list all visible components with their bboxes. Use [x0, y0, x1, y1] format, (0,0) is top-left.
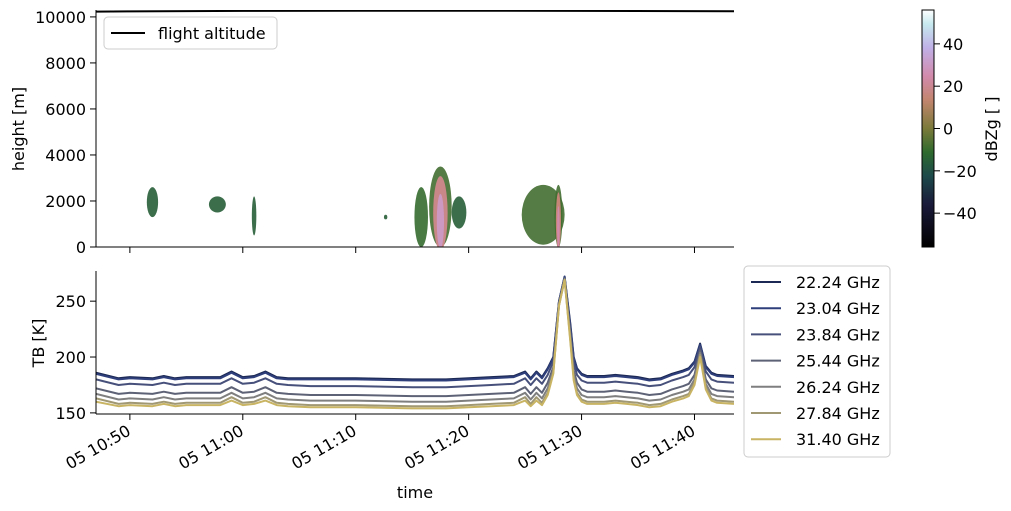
colorbar: −40 −20 0 20 40 dBZg [ ]	[921, 9, 1001, 248]
top-y-tick-label: 8000	[45, 54, 86, 73]
legend-entry: 23.04 GHz	[796, 299, 880, 318]
tb-series-line	[96, 277, 734, 398]
radar-echo	[383, 214, 388, 220]
tb-series-line	[96, 275, 734, 381]
bottom-x-ticks: 05 10:50 05 11:00 05 11:10 05 11:20 05 11:30…	[62, 414, 698, 473]
top-x-ticks	[129, 247, 695, 253]
tb-series-line	[96, 276, 734, 389]
tb-series-line	[96, 278, 734, 410]
bottom-y-tick-label: 250	[55, 292, 86, 311]
bottom-x-axis-label: time	[397, 483, 433, 502]
top-y-ticks: 0 2000 4000 6000 8000 10000	[35, 8, 96, 257]
bottom-y-tick-label: 200	[55, 348, 86, 367]
legend-entry: 25.44 GHz	[796, 352, 880, 371]
bottom-x-tick-label: 05 11:30	[514, 421, 585, 473]
bottom-x-tick-label: 05 10:50	[62, 421, 133, 473]
radar-echo-core	[436, 193, 445, 247]
colorbar-label: dBZg [ ]	[982, 97, 1001, 162]
colorbar-tick-label: 0	[943, 120, 953, 139]
top-y-tick-label: 10000	[35, 8, 86, 27]
bottom-panel: 150 200 250 05 10:50 05 11:00 05 11:10 05 11:…	[29, 271, 734, 502]
legend-entry: 31.40 GHz	[796, 430, 880, 449]
top-y-tick-label: 6000	[45, 100, 86, 119]
bottom-legend: 22.24 GHz 23.04 GHz 23.84 GHz 25.44 GHz 26.2…	[743, 265, 891, 458]
bottom-y-axis-label: TB [K]	[29, 319, 48, 369]
colorbar-gradient	[921, 9, 935, 248]
colorbar-ticks: −40 −20 0 20 40	[934, 35, 977, 223]
bottom-y-tick-label: 150	[55, 404, 86, 423]
bottom-y-ticks: 150 200 250	[55, 292, 96, 423]
radar-echo	[451, 196, 467, 229]
top-y-tick-label: 0	[76, 238, 86, 257]
bottom-x-tick-label: 05 11:00	[175, 421, 246, 473]
radar-echo	[146, 187, 159, 218]
bottom-x-tick-label: 05 11:40	[627, 421, 698, 473]
colorbar-tick-label: −20	[943, 162, 977, 181]
legend-entry: 26.24 GHz	[796, 378, 880, 397]
top-y-axis-label: height [m]	[9, 87, 28, 171]
radar-echo	[414, 187, 428, 247]
legend-entry: 27.84 GHz	[796, 404, 880, 423]
radar-echoes	[146, 166, 565, 247]
legend-entry: 22.24 GHz	[796, 273, 880, 292]
bottom-legend-box	[743, 265, 891, 458]
legend-entry: 23.84 GHz	[796, 325, 880, 344]
tb-series-line	[96, 275, 734, 382]
colorbar-tick-label: 40	[943, 35, 963, 54]
radar-echo-core	[557, 206, 560, 247]
radar-echo	[208, 196, 226, 213]
radar-echo	[521, 184, 565, 245]
radar-echo	[251, 196, 257, 236]
colorbar-tick-label: 20	[943, 77, 963, 96]
bottom-x-tick-label: 05 11:10	[288, 421, 359, 473]
tb-series	[96, 275, 734, 410]
top-panel: 0 2000 4000 6000 8000 10000 height [m] flight…	[9, 8, 734, 257]
top-legend-label: flight altitude	[158, 24, 266, 43]
top-legend-box	[103, 16, 278, 50]
flight-altitude-line	[96, 10, 734, 13]
tb-series-line	[96, 277, 734, 403]
top-legend: flight altitude	[103, 16, 278, 50]
colorbar-tick-label: −40	[943, 204, 977, 223]
top-y-tick-label: 4000	[45, 146, 86, 165]
bottom-x-tick-label: 05 11:20	[401, 421, 472, 473]
tb-series-line	[96, 278, 734, 408]
top-y-tick-label: 2000	[45, 192, 86, 211]
